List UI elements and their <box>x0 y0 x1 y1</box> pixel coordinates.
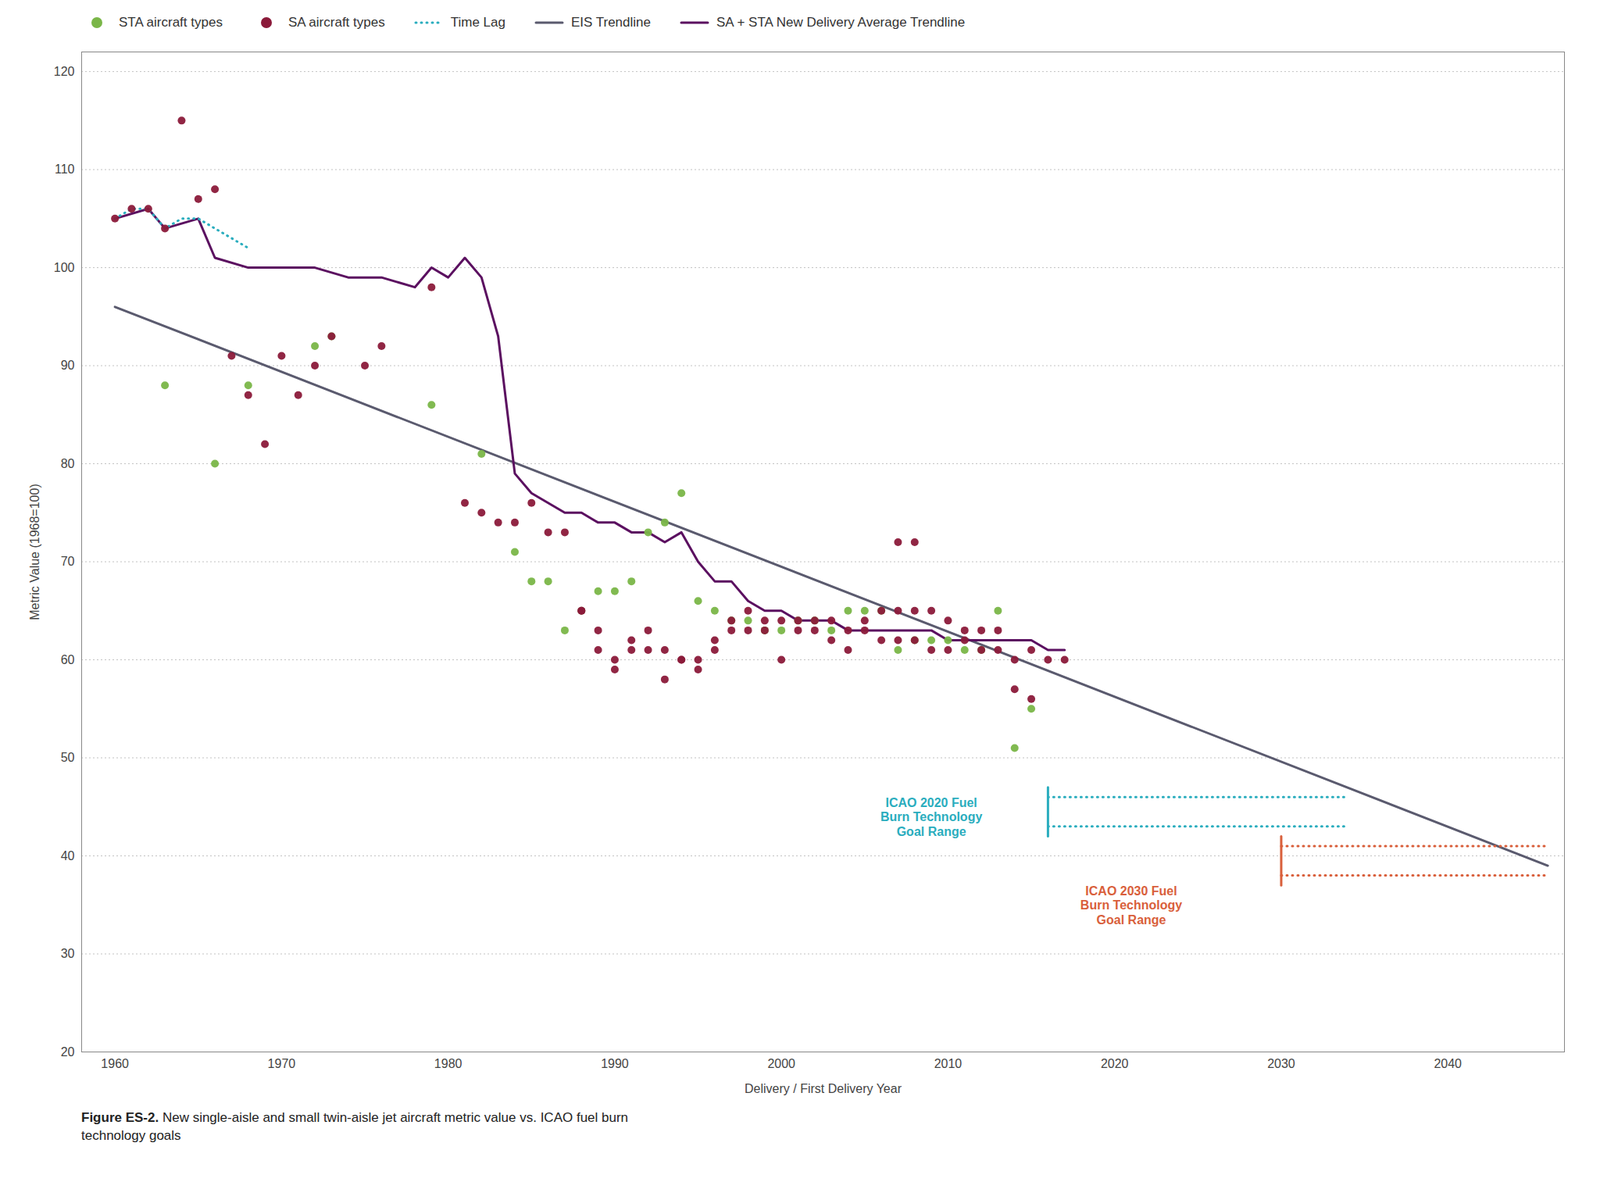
svg-text:Metric Value (1968=100): Metric Value (1968=100) <box>28 483 42 620</box>
svg-text:40: 40 <box>60 849 75 863</box>
svg-text:120: 120 <box>53 64 75 79</box>
svg-text:1960: 1960 <box>100 1057 129 1071</box>
svg-text:60: 60 <box>60 653 75 667</box>
svg-text:50: 50 <box>60 750 75 765</box>
html-text:SA + STA New Delivery Average: SA + STA New Delivery Average Trendline <box>716 14 966 30</box>
html-text:Time Lag: Time Lag <box>450 14 506 30</box>
svg-text:100: 100 <box>53 260 75 275</box>
svg-text:1990: 1990 <box>600 1057 629 1071</box>
svg-text:2030: 2030 <box>1267 1057 1296 1071</box>
html-text:SA aircraft types: SA aircraft types <box>288 14 385 30</box>
svg-text:2020: 2020 <box>1100 1057 1129 1071</box>
svg-text:2000: 2000 <box>767 1057 796 1071</box>
svg-text:80: 80 <box>60 457 75 471</box>
svg-text:ICAO 2030 FuelBurn TechnologyG: ICAO 2030 FuelBurn TechnologyGoal Range <box>1080 884 1183 927</box>
html-text:EIS Trendline: EIS Trendline <box>571 14 651 30</box>
svg-text:90: 90 <box>60 358 75 372</box>
svg-text:20: 20 <box>60 1045 75 1059</box>
svg-text:ICAO 2020 FuelBurn TechnologyG: ICAO 2020 FuelBurn TechnologyGoal Range <box>880 796 983 839</box>
svg-text:1970: 1970 <box>267 1057 297 1071</box>
html-text:Figure ES-2. New single-aisle: Figure ES-2. New single-aisle and small … <box>81 1110 629 1143</box>
html-text:STA aircraft types: STA aircraft types <box>118 14 223 30</box>
svg-text:2040: 2040 <box>1433 1057 1462 1071</box>
svg-text:1980: 1980 <box>434 1057 463 1071</box>
svg-text:110: 110 <box>54 162 75 176</box>
svg-text:30: 30 <box>60 946 75 961</box>
svg-text:2010: 2010 <box>934 1057 963 1071</box>
svg-text:Delivery / First Delivery Year: Delivery / First Delivery Year <box>744 1082 903 1096</box>
svg-text:70: 70 <box>60 554 75 568</box>
